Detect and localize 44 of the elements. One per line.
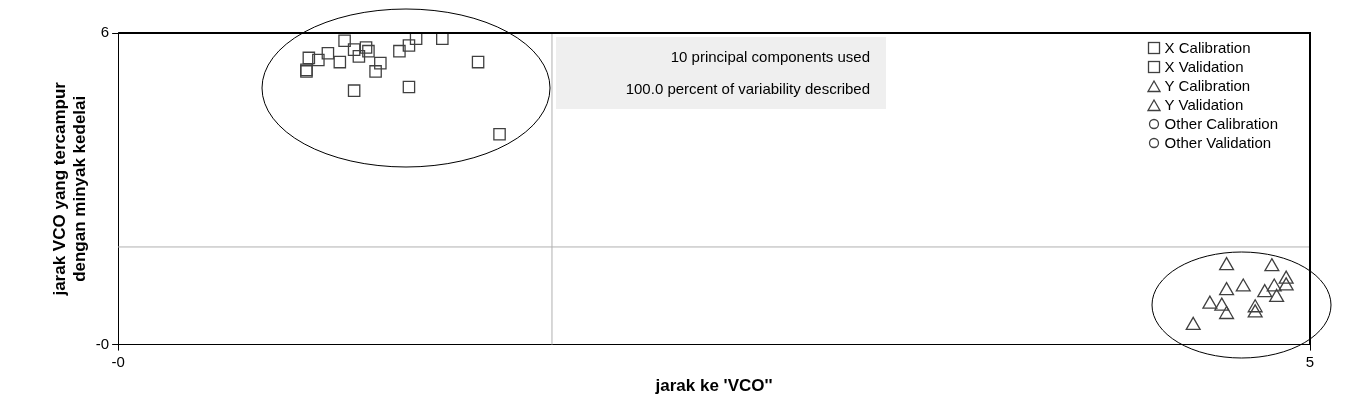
legend-label: X Validation <box>1164 57 1244 76</box>
point <box>347 43 361 56</box>
legend-label: Other Calibration <box>1164 114 1278 133</box>
point <box>359 41 373 54</box>
point <box>393 44 406 58</box>
point <box>312 53 325 67</box>
legend-label: Y Calibration <box>1164 76 1251 95</box>
point <box>338 34 351 48</box>
point <box>493 127 506 141</box>
point <box>333 55 347 69</box>
point <box>1257 284 1273 298</box>
legend-label: Y Validation <box>1164 95 1244 114</box>
point <box>362 44 375 58</box>
point <box>352 50 366 63</box>
point <box>347 84 361 97</box>
point <box>402 39 416 52</box>
point <box>471 55 485 69</box>
y-tick-label: 6 <box>100 23 110 41</box>
point <box>1247 304 1263 318</box>
legend-label: X Calibration <box>1164 38 1251 57</box>
point <box>1202 295 1218 309</box>
point <box>1278 277 1294 291</box>
y-axis-title: jarak VCO yang tercampur dengan minyak kedelai <box>49 81 90 297</box>
x-axis-title: jarak ke 'VCO'' <box>654 376 773 396</box>
point <box>321 46 335 60</box>
point <box>1266 278 1282 292</box>
annotation: 10 principal components used <box>669 47 870 67</box>
point <box>1214 297 1230 311</box>
point <box>1235 278 1251 292</box>
point <box>369 65 382 78</box>
point <box>1218 305 1235 320</box>
x-tick-label: 5 <box>1305 352 1315 370</box>
point <box>1185 316 1201 331</box>
point <box>1218 281 1235 296</box>
point <box>1264 258 1280 272</box>
legend-label: Other Validation <box>1164 133 1272 152</box>
annotation: 100.0 percent of variability described <box>624 79 870 99</box>
point <box>1278 270 1294 284</box>
point <box>302 51 316 65</box>
point <box>1269 288 1285 302</box>
point <box>1247 299 1263 313</box>
point <box>1218 257 1235 271</box>
point <box>374 56 387 70</box>
point <box>402 80 416 94</box>
